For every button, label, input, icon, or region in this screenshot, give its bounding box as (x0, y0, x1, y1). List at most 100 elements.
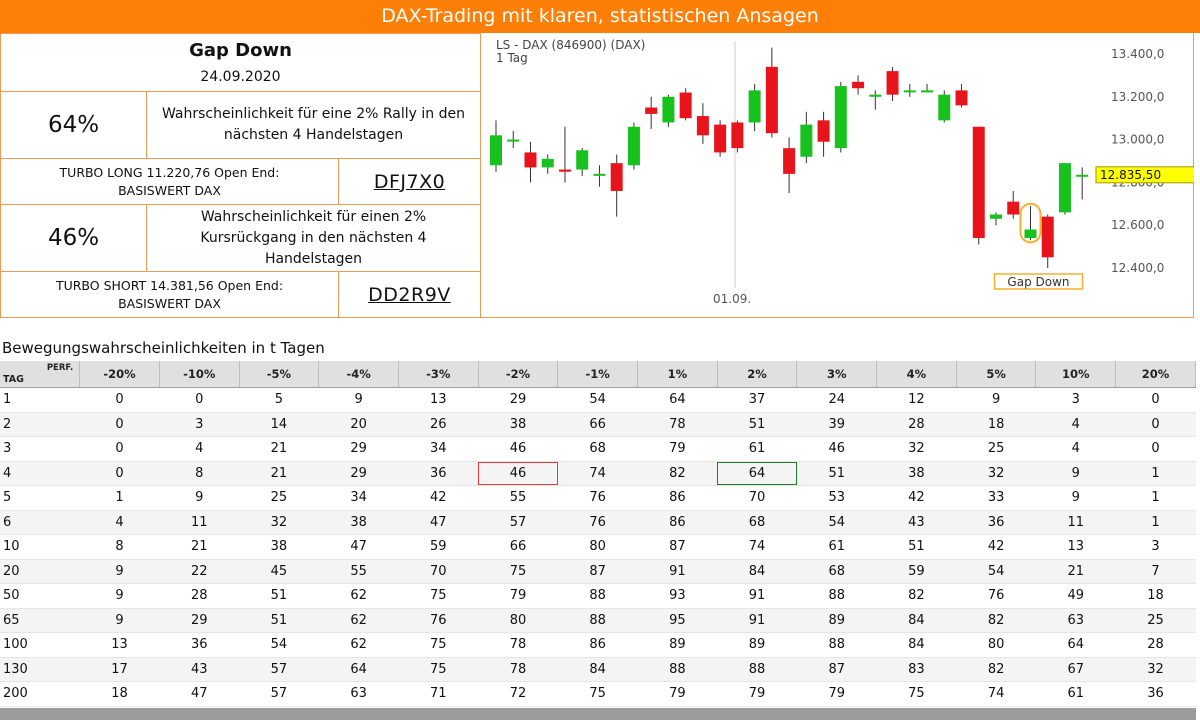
probability-cell: 46 (478, 461, 558, 486)
candle-body (800, 124, 813, 157)
probability-cell: 68 (717, 510, 797, 535)
col-header: -5% (239, 361, 320, 388)
probability-cell: 72 (478, 681, 558, 707)
probability-cell: 51 (239, 583, 319, 609)
probability-cell: 91 (717, 608, 797, 633)
probability-cell: 79 (637, 681, 718, 707)
probability-cell: 11 (159, 510, 240, 535)
y-tick-label: 13.200,0 (1111, 90, 1164, 104)
candle-body (627, 126, 640, 166)
probability-cell: 57 (239, 657, 319, 682)
gap-annotation-box (993, 273, 1084, 290)
probability-cell: 64 (318, 657, 399, 682)
probability-cell: 32 (1115, 657, 1196, 682)
day-cell: 50 (0, 583, 80, 609)
probability-cell: 84 (876, 608, 957, 633)
probability-cell: 79 (717, 681, 797, 707)
signal-header: Gap Down 24.09.2020 (0, 33, 481, 92)
long-product-code-link[interactable]: DFJ7X0 (373, 170, 446, 193)
probability-cell: 3 (159, 412, 240, 437)
short-product-box: TURBO SHORT 14.381,56 Open End: BASISWER… (0, 271, 339, 318)
candle-body (955, 90, 968, 106)
day-cell: 3 (0, 436, 80, 462)
short-product-code-link[interactable]: DD2R9V (368, 283, 451, 306)
probability-cell: 70 (398, 559, 479, 584)
probability-cell: 54 (796, 510, 877, 535)
signal-title: Gap Down (189, 40, 292, 61)
probability-cell: 89 (637, 632, 718, 658)
short-code-box: DD2R9V (338, 271, 481, 318)
probability-cell: 53 (796, 485, 877, 511)
probability-cell: 32 (956, 461, 1036, 486)
probability-cell: 4 (79, 510, 160, 535)
probability-cell: 5 (239, 387, 319, 413)
probability-cell: 0 (1115, 436, 1196, 462)
short-description-box: Wahrscheinlichkeit für einen 2% Kursrück… (146, 204, 481, 272)
probability-cell: 78 (637, 412, 718, 437)
probability-cell: 29 (478, 387, 558, 413)
probability-cell: 24 (796, 387, 877, 413)
probability-cell: 38 (478, 412, 558, 437)
probability-cell: 88 (637, 657, 718, 682)
long-probability: 64% (47, 112, 100, 138)
candle-body (610, 163, 623, 191)
probability-cell: 70 (717, 485, 797, 511)
probability-cell: 38 (876, 461, 957, 486)
candle-body (1007, 201, 1020, 215)
probability-cell: 82 (637, 461, 718, 486)
candle-body (1024, 229, 1037, 239)
short-product-name: TURBO SHORT 14.381,56 Open End: (55, 277, 284, 293)
probability-cell: 87 (796, 657, 877, 682)
long-code-box: DFJ7X0 (338, 158, 481, 205)
probability-cell: 13 (79, 632, 160, 658)
probability-cell: 21 (1035, 559, 1116, 584)
probability-cell: 59 (876, 559, 957, 584)
gap-annotation-label: Gap Down (1007, 275, 1069, 289)
probability-cell: 14 (239, 412, 319, 437)
probability-cell: 28 (1115, 632, 1196, 658)
probability-cell: 21 (159, 534, 240, 560)
y-tick-label: 13.000,0 (1111, 133, 1164, 147)
probability-cell: 68 (557, 436, 638, 462)
probability-cell: 86 (637, 485, 718, 511)
probability-cell: 51 (796, 461, 877, 486)
chart-title: LS - DAX (846900) (DAX) (496, 38, 646, 52)
probability-cell: 51 (876, 534, 957, 560)
table-row: 100 13 36 54 62 75 78 86 89 89 88 84 80 64 28 (0, 632, 1196, 658)
probability-cell: 61 (796, 534, 877, 560)
table-row: 3 0 4 21 29 34 46 68 79 61 46 32 25 4 0 (0, 436, 1196, 462)
probability-cell: 9 (956, 387, 1036, 413)
probability-cell: 75 (478, 559, 558, 584)
col-header: 1% (637, 361, 718, 388)
probability-cell: 13 (1035, 534, 1116, 560)
probability-cell: 28 (876, 412, 957, 437)
probability-cell: 9 (79, 583, 160, 609)
probability-cell: 29 (318, 461, 399, 486)
candle-body (593, 173, 606, 176)
candle-body (852, 81, 865, 89)
long-product-underlying: BASISWERT DAX (118, 182, 221, 198)
probability-cell: 7 (1115, 559, 1196, 584)
candle-body (645, 107, 658, 114)
probability-cell: 88 (796, 632, 877, 658)
probability-cell: 59 (398, 534, 479, 560)
probability-cell: 9 (318, 387, 399, 413)
tag-label: TAG (3, 374, 24, 385)
probability-cell: 42 (398, 485, 479, 511)
table-row: 20 9 22 45 55 70 75 87 91 84 68 59 54 21 7 (0, 559, 1196, 584)
probability-cell: 80 (478, 608, 558, 633)
page-banner: DAX-Trading mit klaren, statistischen An… (0, 0, 1200, 33)
probability-cell: 9 (1035, 485, 1116, 511)
probability-cell: 82 (956, 657, 1036, 682)
candle-body (1076, 174, 1089, 177)
probability-cell: 43 (876, 510, 957, 535)
probability-cell: 55 (478, 485, 558, 511)
bottom-scroll-bar[interactable] (0, 708, 1196, 720)
table-row: 2 0 3 14 20 26 38 66 78 51 39 28 18 4 0 (0, 412, 1196, 437)
probability-cell: 84 (717, 559, 797, 584)
table-header-row: PERF. TAG -20% -10% -5% -4% -3% -2% -1% 1% 2% 3% 4… (0, 361, 1196, 388)
table-row: 1 0 0 5 9 13 29 54 64 37 24 12 9 3 0 (0, 387, 1196, 413)
day-cell: 200 (0, 681, 80, 707)
probability-cell: 17 (79, 657, 160, 682)
probability-cell: 11 (1035, 510, 1116, 535)
